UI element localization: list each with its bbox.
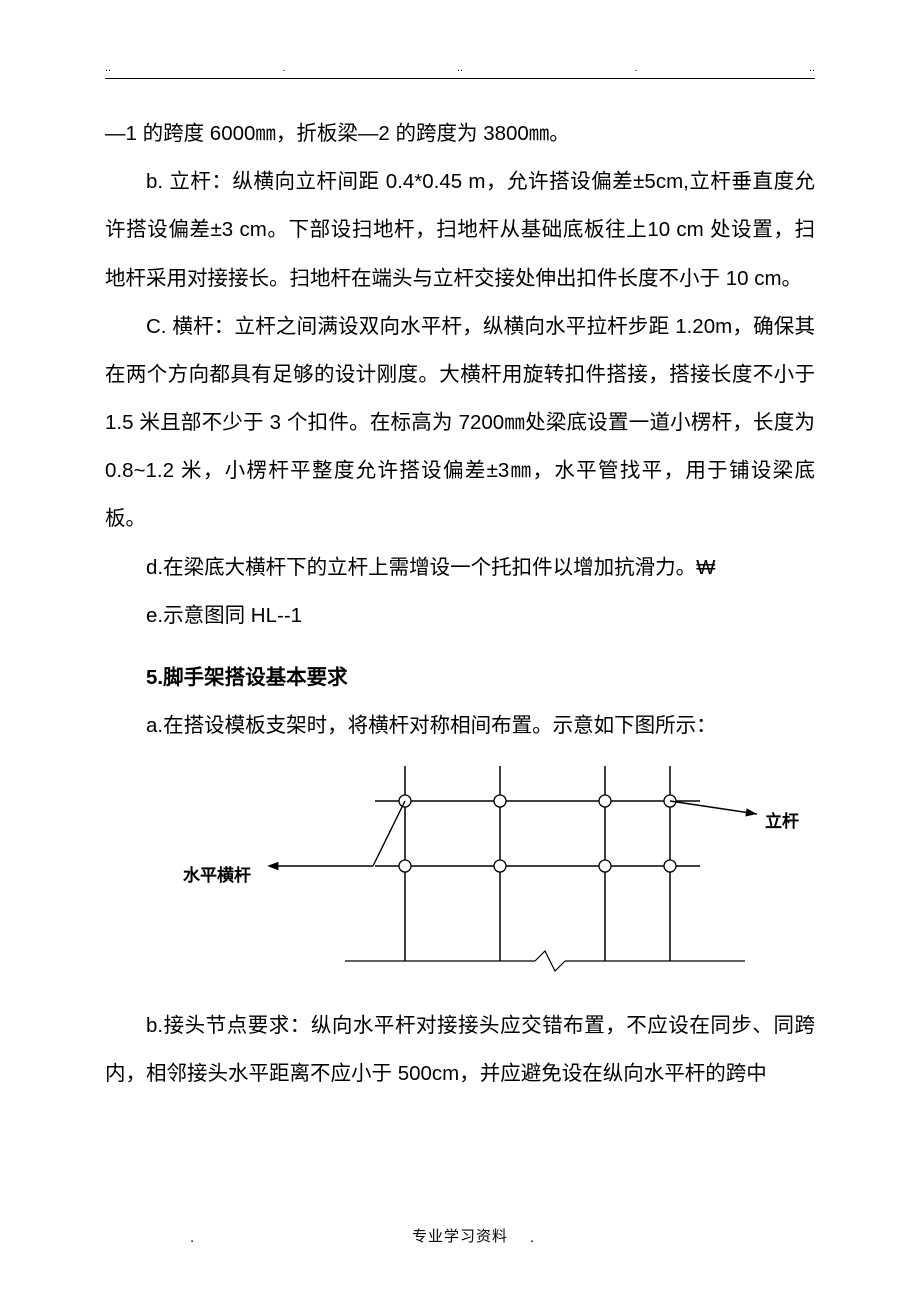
header-mark: .	[283, 62, 286, 74]
header-rule	[105, 78, 815, 79]
page: .. . .. . .. —1 的跨度 6000㎜，折板梁—2 的跨度为 380…	[0, 0, 920, 1302]
footer-dot-right: .	[530, 1229, 534, 1246]
paragraph-d: d.在梁底大横杆下的立杆上需增设一个托扣件以增加抗滑力。₩	[105, 544, 815, 592]
paragraph-c: C. 横杆：立杆之间满设双向水平杆，纵横向水平拉杆步距 1.20m，确保其在两个…	[105, 303, 815, 544]
header-mark: ..	[809, 62, 815, 74]
label-horizontal-bar: 水平横杆	[183, 856, 251, 896]
paragraph-1: —1 的跨度 6000㎜，折板梁—2 的跨度为 3800㎜。	[105, 110, 815, 158]
label-vertical-post: 立杆	[765, 802, 799, 842]
header-mark: ..	[457, 62, 463, 74]
spacer	[105, 640, 815, 650]
header-mark: .	[634, 62, 637, 74]
header-marks: .. . .. . ..	[105, 62, 815, 74]
scaffold-diagram: 水平横杆 立杆	[105, 756, 815, 996]
paragraph-a2: a.在搭设模板支架时，将横杆对称相间布置。示意如下图所示：	[105, 702, 815, 750]
content-body: —1 的跨度 6000㎜，折板梁—2 的跨度为 3800㎜。 b. 立杆：纵横向…	[105, 110, 815, 1099]
footer-text: 专业学习资料	[0, 1225, 920, 1246]
section-5-title: 5.脚手架搭设基本要求	[105, 654, 815, 702]
paragraph-b: b. 立杆：纵横向立杆间距 0.4*0.45 m，允许搭设偏差±5cm,立杆垂直…	[105, 158, 815, 303]
paragraph-e: e.示意图同 HL--1	[105, 592, 815, 640]
header-mark: ..	[105, 62, 111, 74]
paragraph-b2: b.接头节点要求：纵向水平杆对接接头应交错布置，不应设在同步、同跨内，相邻接头水…	[105, 1002, 815, 1098]
